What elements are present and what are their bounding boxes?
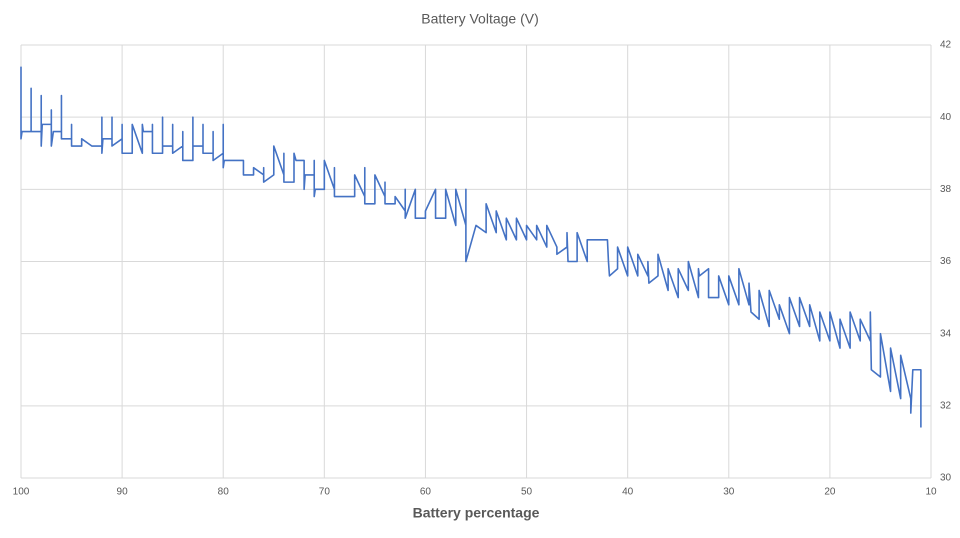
x-tick-label: 80 [218, 487, 230, 498]
y-tick-label: 42 [940, 40, 952, 51]
y-tick-label: 36 [940, 256, 952, 267]
y-tick-label: 30 [940, 473, 952, 484]
data-line [20, 66, 922, 428]
x-tick-label: 90 [117, 487, 129, 498]
x-tick-label: 20 [824, 487, 836, 498]
x-tick-label: 40 [622, 487, 634, 498]
x-tick-label: 60 [420, 487, 432, 498]
y-tick-label: 32 [940, 400, 952, 411]
x-tick-label: 30 [723, 487, 735, 498]
x-tick-label: 50 [521, 487, 533, 498]
y-tick-label: 38 [940, 184, 952, 195]
chart-title: Battery Voltage (V) [421, 11, 539, 27]
x-tick-label: 10 [925, 487, 937, 498]
x-axis-label: Battery percentage [413, 505, 540, 521]
x-tick-label: 100 [13, 487, 30, 498]
x-tick-label: 70 [319, 487, 331, 498]
y-tick-label: 40 [940, 112, 952, 123]
y-tick-label: 34 [940, 328, 952, 339]
